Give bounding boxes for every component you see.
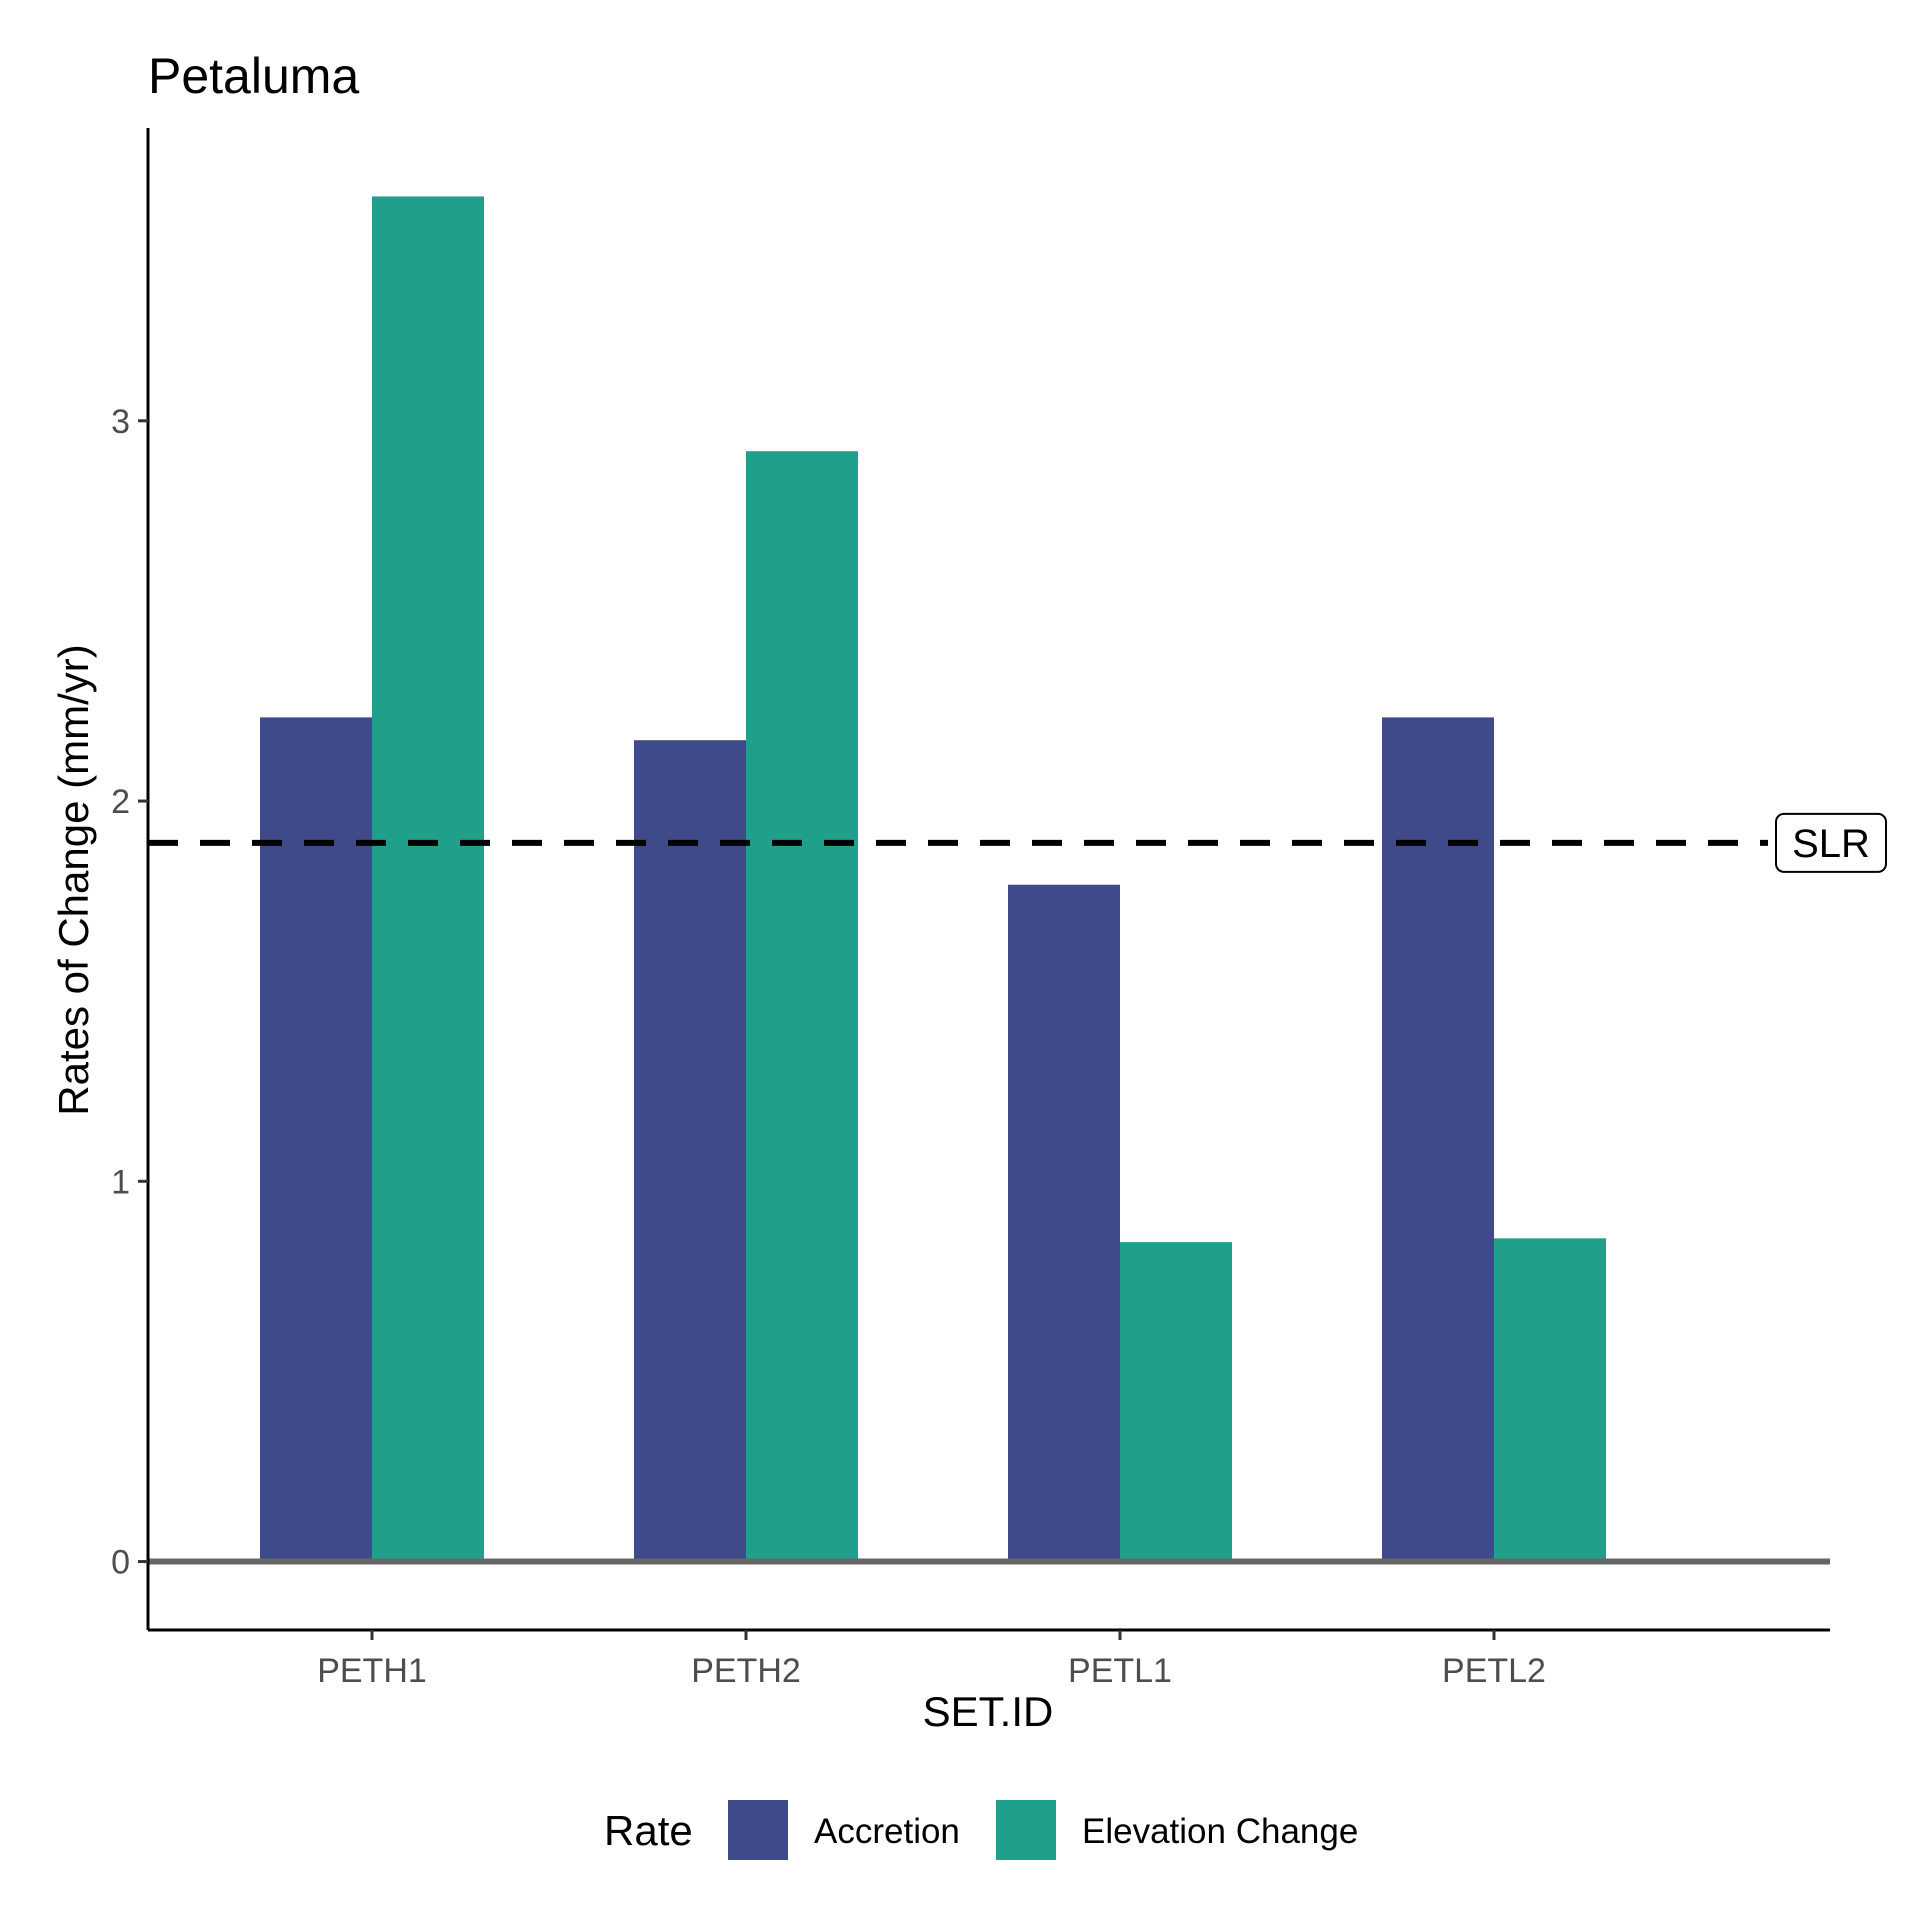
slr-label: SLR [1775,812,1887,873]
legend-title: Rate [604,1807,693,1854]
bar-accretion-petl1 [1008,884,1120,1562]
legend-label-accretion: Accretion [814,1812,960,1851]
x-axis-title: SET.ID [923,1688,1054,1735]
y-axis-title: Rates of Change (mm/yr) [50,644,97,1115]
x-tick-label-petl1: PETL1 [1068,1652,1172,1690]
bar-elevation-change-petl2 [1494,1238,1606,1562]
plot-area: SLR 0 1 2 3 PETH1 PETH2 PETL1 PETL2 [111,128,1887,1690]
chart-title: Petaluma [148,48,359,104]
x-tick-label-peth1: PETH1 [317,1652,427,1690]
legend: Rate Accretion Elevation Change [604,1800,1358,1860]
bar-elevation-change-petl1 [1120,1242,1232,1562]
bar-accretion-peth2 [634,740,746,1562]
y-tick-label: 0 [111,1544,130,1582]
y-tick-label: 1 [111,1163,130,1201]
x-tick-label-petl2: PETL2 [1442,1652,1546,1690]
slr-label-text: SLR [1792,822,1870,866]
legend-label-elevation-change: Elevation Change [1082,1812,1358,1851]
bar-accretion-peth1 [260,717,372,1562]
bar-elevation-change-peth2 [746,451,858,1562]
x-tick-label-peth2: PETH2 [691,1652,801,1690]
legend-key-elevation-change [996,1800,1056,1860]
bar-accretion-petl2 [1382,717,1494,1562]
slr-label-box [1775,812,1887,873]
legend-key-accretion [728,1800,788,1860]
bar-elevation-change-peth1 [372,196,484,1562]
y-tick-label: 3 [111,403,130,441]
y-tick-label: 2 [111,783,130,821]
